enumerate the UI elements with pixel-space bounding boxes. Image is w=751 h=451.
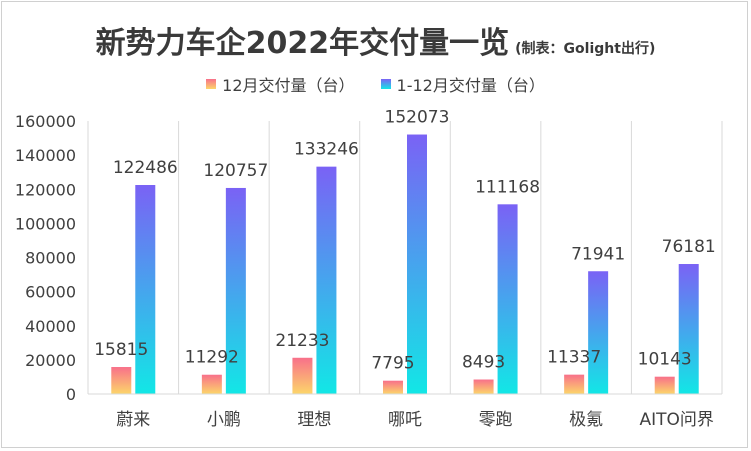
y-axis: 0 20000 40000 60000 80000 100000 120000 140000 1… <box>15 112 76 404</box>
x-axis: 蔚来 小鹏 理想 哪吒 零跑 极氪 AITO问界 <box>88 393 722 430</box>
data-label-december: 15815 <box>94 340 148 360</box>
x-tick-label: 零跑 <box>479 410 513 430</box>
chart-title: 新势力车企2022年交付量一览 <box>95 26 510 61</box>
y-tick-label: 160000 <box>15 112 76 131</box>
data-label-annual: 152073 <box>385 108 450 128</box>
bar-december <box>564 374 585 394</box>
bar-december <box>201 374 222 394</box>
x-tick-label: 蔚来 <box>116 410 150 430</box>
bars <box>111 134 699 394</box>
x-tick-label: 小鹏 <box>207 410 241 430</box>
data-label-december: 11337 <box>547 348 601 368</box>
legend-item-annual: 1-12月交付量（台） <box>380 72 545 96</box>
bar-december <box>292 357 313 394</box>
y-tick-label: 40000 <box>25 317 76 336</box>
data-label-december: 10143 <box>638 350 692 370</box>
x-tick-label: AITO问界 <box>640 410 714 430</box>
legend-label-december: 12月交付量（台） <box>222 76 355 95</box>
legend-swatch-annual <box>380 79 391 89</box>
legend-label-annual: 1-12月交付量（台） <box>396 76 545 95</box>
y-tick-label: 80000 <box>25 249 76 268</box>
y-tick-label: 0 <box>66 385 76 404</box>
data-label-december: 11292 <box>185 348 239 368</box>
data-label-annual: 76181 <box>662 237 716 257</box>
bar-annual <box>407 134 427 394</box>
bar-annual <box>588 271 609 394</box>
bar-december <box>473 379 494 394</box>
legend-item-december: 12月交付量（台） <box>206 72 355 96</box>
data-label-december: 8493 <box>462 353 505 373</box>
data-label-december: 21233 <box>275 331 329 351</box>
bar-annual <box>225 187 246 394</box>
x-tick-label: 极氪 <box>569 410 603 430</box>
legend-swatch-december <box>206 79 217 89</box>
chart-subtitle: (制表：Golight出行) <box>515 41 656 57</box>
title-block: 新势力车企2022年交付量一览 (制表：Golight出行) <box>0 18 751 62</box>
legend: 12月交付量（台） 1-12月交付量（台） <box>0 72 751 96</box>
data-labels: 15815 122486 11292 120757 21233 133246 7795 152… <box>94 108 716 374</box>
y-tick-label: 120000 <box>15 180 76 199</box>
data-label-annual: 122486 <box>113 158 178 178</box>
data-label-december: 7795 <box>371 354 414 374</box>
y-tick-label: 20000 <box>25 351 76 370</box>
data-label-annual: 120757 <box>203 161 268 181</box>
bar-annual <box>316 166 337 394</box>
bar-annual <box>678 264 699 394</box>
data-label-annual: 133246 <box>294 140 359 160</box>
y-tick-label: 60000 <box>25 283 76 302</box>
bar-annual <box>135 185 156 394</box>
gridlines <box>87 121 723 394</box>
data-label-annual: 71941 <box>571 244 625 264</box>
bar-december <box>383 380 403 394</box>
bar-december <box>654 376 675 394</box>
data-label-annual: 111168 <box>475 177 540 197</box>
x-tick-label: 哪吒 <box>388 410 422 430</box>
x-tick-label: 理想 <box>297 410 331 430</box>
bar-december <box>111 367 132 394</box>
bar-annual <box>497 204 518 394</box>
y-tick-label: 100000 <box>15 214 76 233</box>
y-tick-label: 140000 <box>15 146 76 165</box>
